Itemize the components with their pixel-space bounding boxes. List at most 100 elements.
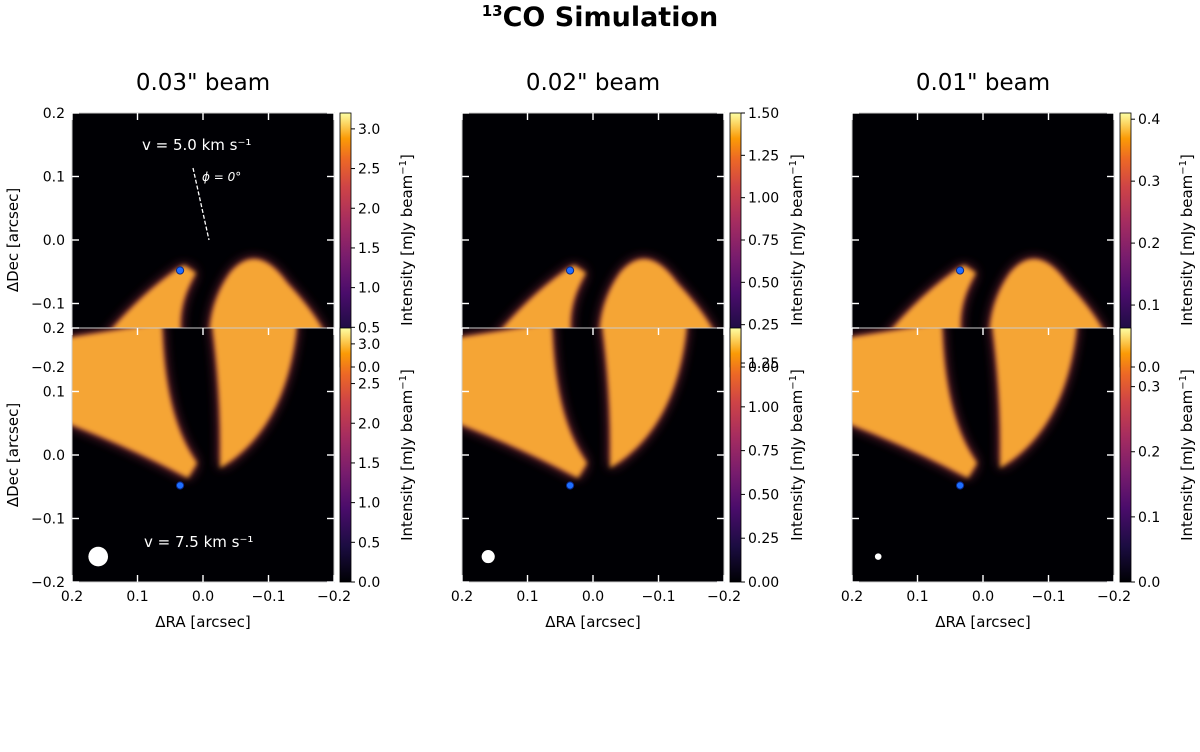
x-tick-label: 0.1 [126,589,148,605]
colorbar-tick-label: 0.1 [1138,510,1160,526]
emission-lobe [992,328,1077,468]
colorbar-tick-label: 0.75 [748,444,779,460]
colorbar-tick-label: 0.25 [748,318,779,334]
colorbar-label-main: Intensity [mJy beam [1178,175,1196,326]
colorbar-label-exp: −1 [398,160,409,175]
colorbar-tick-label: 2.0 [358,416,380,432]
colorbar-label: Intensity [mJy beam−1] [398,369,416,541]
colorbar-label-close: ] [788,369,806,375]
y-tick-label: 0.2 [43,106,65,122]
x-tick-label: 0.0 [192,589,214,605]
y-tick-label: 0.0 [43,448,65,464]
colorbar-label: Intensity [mJy beam−1] [398,154,416,326]
colorbar-label-exp: −1 [398,375,409,390]
colorbar-tick-label: 0.4 [1138,112,1160,128]
planet-marker [175,481,185,490]
x-tick-label: −0.1 [252,589,286,605]
y-tick-label: 0.1 [43,385,65,401]
phi-label: ϕ = 0° [202,170,241,184]
panel-r2-c2: 0.2 0.1 0.0 −0.1 −0.2 ΔRA [arcsec] 0.00 0.25 0.5… [451,327,806,631]
x-tick-label: −0.2 [707,589,741,605]
colorbar-tick-label: 1.25 [748,356,779,372]
planet-marker [955,481,965,490]
colorbar-tick-label: 1.00 [748,400,779,416]
colorbar-tick-label: 1.50 [748,106,779,122]
column-title-3: 0.01" beam [916,70,1050,96]
colorbar-label-main: Intensity [mJy beam [788,390,806,541]
planet-marker [955,266,965,275]
colorbar-tick-label: 0.3 [1138,380,1160,396]
colorbar-label-exp: −1 [788,160,799,175]
title-main: CO Simulation [503,2,719,33]
colorbar-tick-label: 0.5 [358,535,380,551]
y-tick-label: −0.1 [31,297,65,313]
colorbar-tick-label: 1.5 [358,241,380,257]
x-tick-label: 0.2 [841,589,863,605]
colorbar-tick-label: 0.3 [1138,174,1160,190]
colorbar-label-main: Intensity [mJy beam [398,175,416,326]
colorbar-label-close: ] [398,369,416,375]
colorbar-tick-label: 1.0 [358,281,380,297]
colorbar-label-close: ] [1178,369,1196,375]
colorbar-tick-label: 1.5 [358,456,380,472]
y-tick-label: 0.2 [43,321,65,337]
planet-marker [565,266,575,275]
x-tick-label: −0.2 [1097,589,1131,605]
velocity-label: v = 7.5 km s⁻¹ [144,533,253,551]
x-tick-label: 0.0 [582,589,604,605]
planet-marker [175,266,185,275]
y-tick-label: 0.1 [43,170,65,186]
colorbar [339,327,352,583]
x-tick-label: 0.2 [61,589,83,605]
x-tick-label: 0.1 [906,589,928,605]
colorbar-label: Intensity [mJy beam−1] [788,369,806,541]
colorbar-tick-label: 2.0 [358,201,380,217]
emission-map [852,328,1077,478]
x-tick-label: 0.1 [516,589,538,605]
colorbar-label-main: Intensity [mJy beam [788,175,806,326]
colorbar-label: Intensity [mJy beam−1] [788,154,806,326]
y-tick-label: −0.2 [31,575,65,591]
colorbar-tick-label: 2.5 [358,377,380,393]
colorbar-tick-label: 0.0 [358,360,380,376]
emission-lobe [72,328,197,478]
y-tick-label: −0.1 [31,512,65,528]
panel-grid: 0.03" beam 0.02" beam 0.01" beam v = 5.0 km… [4,70,1196,631]
colorbar-tick-label: 0.1 [1138,298,1160,314]
colorbar-label: Intensity [mJy beam−1] [1178,369,1196,541]
beam-ellipse [874,553,882,560]
colorbar-label-exp: −1 [1178,375,1189,390]
colorbar-tick-label: 2.5 [358,162,380,178]
column-title-2: 0.02" beam [526,70,660,96]
x-tick-label: −0.2 [317,589,351,605]
emission-lobe [852,328,977,478]
colorbar-tick-label: 0.0 [358,575,380,591]
colorbar-tick-label: 0.50 [748,275,779,291]
panel-r2-c1: v = 7.5 km s⁻¹ 0.2 0.1 0.0 −0.1 −0.2 ΔDec [arc… [4,321,416,631]
colorbar-label: Intensity [mJy beam−1] [1178,154,1196,326]
colorbar-tick-label: 1.25 [748,148,779,164]
colorbar-tick-label: 0.0 [1138,360,1160,376]
colorbar-tick-label: 0.75 [748,233,779,249]
beam-ellipse [481,550,495,564]
colorbar-tick-label: 0.00 [748,360,779,376]
phi-line [192,167,210,241]
colorbar-tick-label: 0.0 [1138,575,1160,591]
x-axis-label: ΔRA [arcsec] [155,613,250,631]
colorbar-label-exp: −1 [788,375,799,390]
colorbar-label-close: ] [788,154,806,160]
colorbar-tick-label: 3.0 [358,337,380,353]
colorbar-label-main: Intensity [mJy beam [398,390,416,541]
x-tick-label: 0.2 [451,589,473,605]
colorbar [729,327,742,583]
colorbar-tick-label: 0.50 [748,487,779,503]
colorbar-tick-label: 1.0 [358,496,380,512]
emission-lobe [462,328,587,478]
panel-r2-c3: 0.2 0.1 0.0 −0.1 −0.2 ΔRA [arcsec] 0.0 0.1 0.2 0.… [841,327,1196,631]
colorbar-tick-label: 0.2 [1138,445,1160,461]
y-tick-label: 0.0 [43,233,65,249]
figure-title: 13CO Simulation [482,2,719,33]
title-superscript: 13 [482,2,503,20]
emission-lobe [602,328,687,468]
